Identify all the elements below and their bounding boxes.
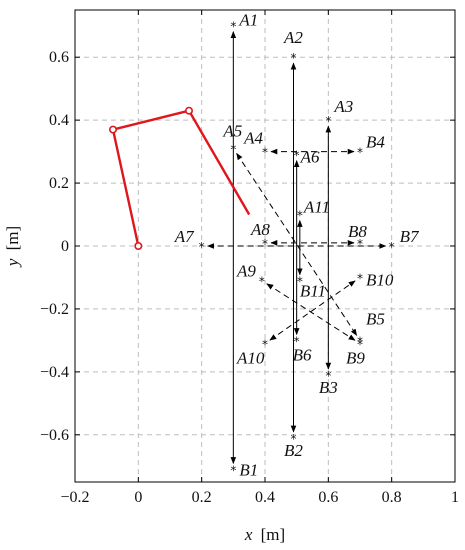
point-marker-B5: * [357, 334, 363, 348]
point-label-A7: A7 [174, 227, 195, 246]
point-marker-B7: * [389, 240, 395, 254]
point-label-A5: A5 [222, 121, 242, 140]
point-label-B9: B9 [346, 349, 365, 368]
point-label-A3: A3 [333, 97, 353, 116]
point-marker-A11: * [297, 209, 303, 223]
point-label-A8: A8 [250, 220, 270, 239]
point-marker-B2: * [291, 432, 297, 446]
y-tick-label: 0.2 [49, 175, 69, 192]
target-points: * A1* B1*A2*B2*A3*B3*A4*B4*A5*B5* A6*B6*A7*… [174, 11, 420, 480]
axis-ticks: −0.2 0 0.2 0.4 0.6 0.8 1 −0.6 −0.4 −0.2 0 0.2 0.4 0.6 [40, 10, 459, 506]
point-label-A11: A11 [303, 198, 330, 217]
point-marker-B3: * [325, 369, 331, 383]
point-label-A4: A4 [243, 129, 263, 148]
point-marker-B6: * [294, 334, 300, 348]
y-tick-label: −0.6 [40, 427, 69, 444]
point-marker-B1: * [230, 463, 236, 477]
point-label-A1: A1 [238, 11, 258, 30]
arm-joint [185, 106, 194, 115]
y-axis-title: y [m] [3, 226, 22, 268]
point-label-B5: B5 [366, 309, 385, 328]
point-label-A10: A10 [236, 349, 265, 368]
point-marker-A7: * [199, 240, 205, 254]
point-marker-B8: * [357, 237, 363, 251]
y-tick-label: −0.4 [40, 364, 69, 381]
point-label-B4: B4 [366, 133, 385, 152]
point-label-B1: B1 [239, 460, 258, 479]
point-label-B3: B3 [319, 378, 338, 397]
y-tick-label: 0.4 [49, 112, 69, 129]
x-tick-label: 0.6 [318, 489, 338, 506]
x-tick-label: 1 [451, 489, 459, 506]
point-label-B10: B10 [366, 270, 394, 289]
point-marker-A3: * [325, 114, 331, 128]
y-tick-label: 0 [61, 238, 69, 255]
arm-links [111, 109, 251, 247]
y-tick-label: −0.2 [40, 301, 69, 318]
point-marker-A4: * [262, 146, 268, 160]
x-tick-label: 0.4 [255, 489, 275, 506]
point-marker-A9: * [259, 275, 265, 289]
x-tick-label: −0.2 [60, 489, 89, 506]
arm-joint [109, 125, 118, 134]
point-label-A2: A2 [283, 28, 303, 47]
point-marker-A6: * [294, 149, 300, 163]
point-label-B8: B8 [348, 222, 367, 241]
point-label-B2: B2 [284, 441, 303, 460]
point-label-A9: A9 [236, 262, 256, 281]
point-label-B11: B11 [300, 282, 326, 301]
point-marker-B4: * [357, 146, 363, 160]
x-axis-title: x [m] [244, 525, 285, 544]
motion-paths [206, 31, 387, 465]
point-marker-A8: * [262, 237, 268, 251]
point-marker-B11: * [297, 275, 303, 289]
point-marker-A1: * [230, 20, 236, 34]
point-marker-A10: * [262, 338, 268, 352]
point-label-B7: B7 [400, 227, 420, 246]
x-tick-label: 0.8 [382, 489, 402, 506]
point-marker-A2: * [291, 51, 297, 65]
point-marker-B10: * [357, 271, 363, 285]
point-label-A6: A6 [300, 148, 320, 167]
x-tick-label: 0.2 [192, 489, 212, 506]
point-marker-A5: * [230, 142, 236, 156]
point-marker-B9: * [357, 338, 363, 352]
y-axis-label: y [3, 258, 22, 268]
y-axis-unit: [m] [3, 226, 22, 251]
point-label-B6: B6 [293, 345, 312, 364]
path-A10-B10 [269, 280, 356, 341]
arm-joint [134, 242, 143, 251]
x-axis-label: x [244, 525, 253, 544]
x-tick-label: 0 [134, 489, 142, 506]
y-tick-label: 0.6 [49, 49, 69, 66]
x-axis-unit: [m] [261, 525, 286, 544]
robot-arm [109, 106, 251, 251]
